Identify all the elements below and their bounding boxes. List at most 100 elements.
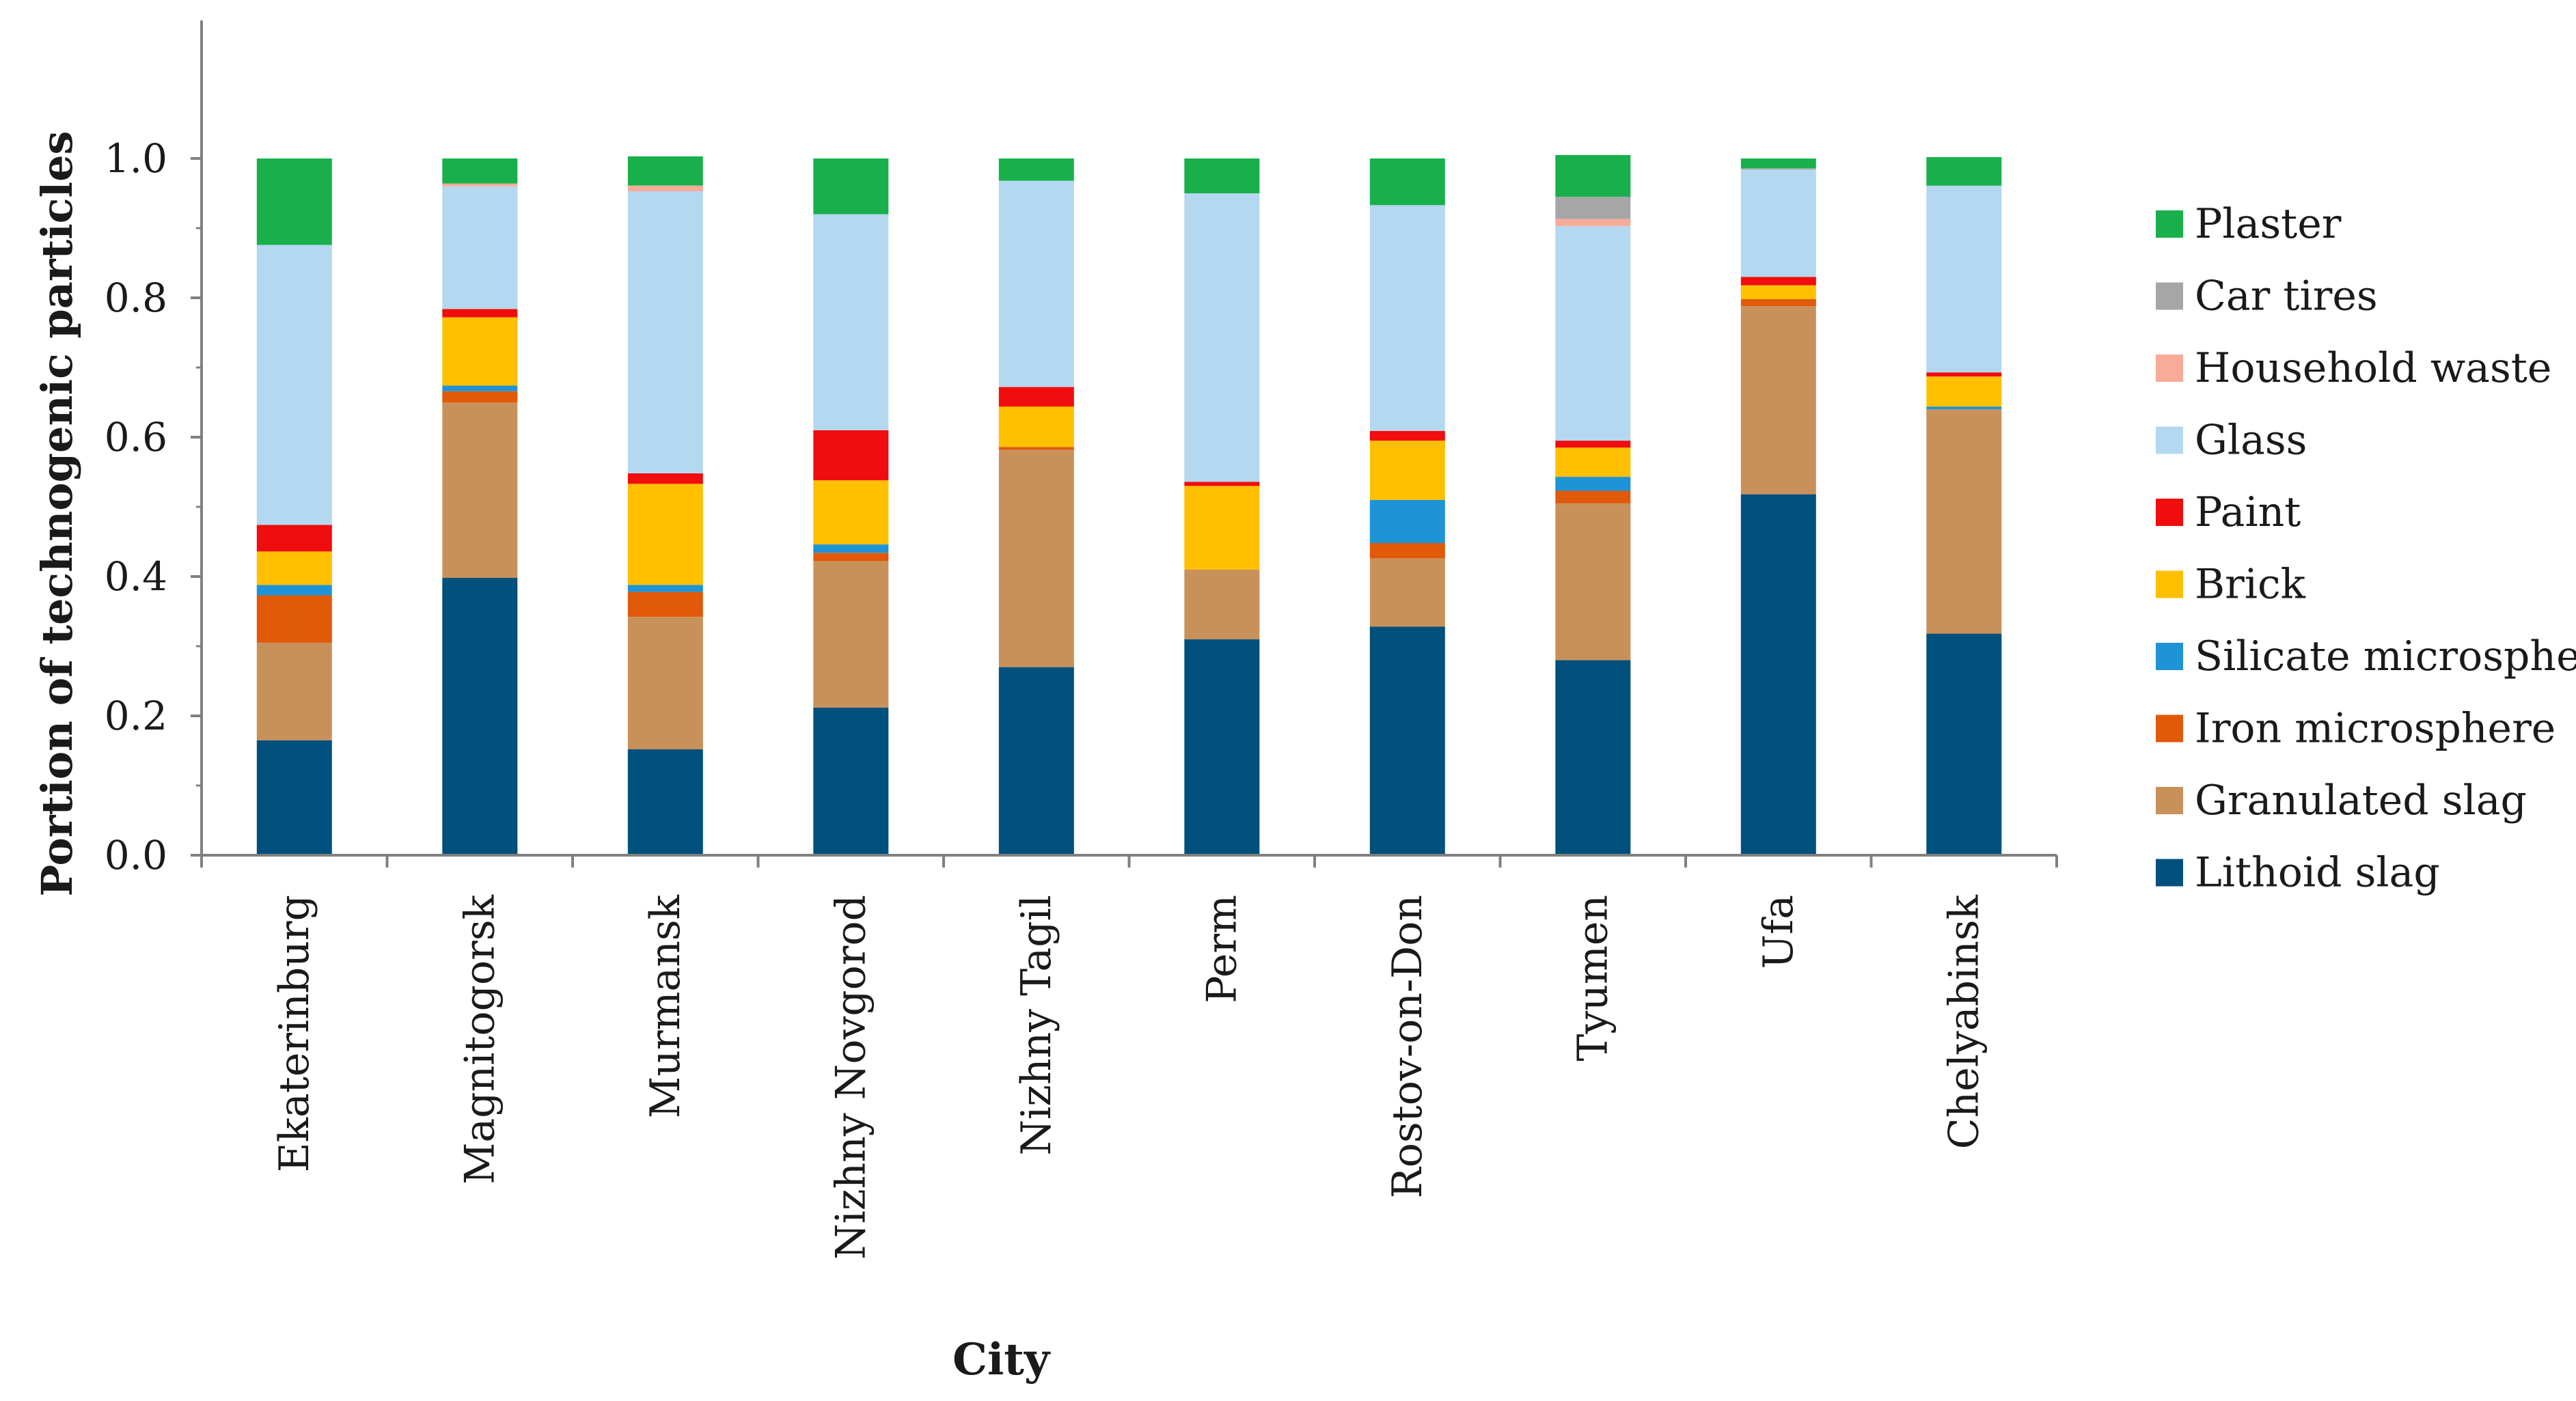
bar-segment-rostov-on-don-iron-microsphere xyxy=(1369,543,1445,559)
bar-segment-ufa-granulated-slag xyxy=(1740,306,1816,495)
legend-swatch xyxy=(2156,859,2183,887)
bar-segment-perm-lithoid-slag xyxy=(1184,639,1260,855)
bar-segment-murmansk-silicate-microsphere xyxy=(627,585,703,592)
bar-segment-rostov-on-don-granulated-slag xyxy=(1369,558,1445,627)
bar-segment-ekaterinburg-paint xyxy=(256,525,332,552)
bar-segment-tyumen-silicate-microsphere xyxy=(1555,477,1631,491)
y-tick-label: 0.4 xyxy=(105,553,167,600)
bar-segment-ekaterinburg-silicate-microsphere xyxy=(256,585,332,596)
x-category-labels: Ekaterinburg Magnitogorsk Murmansk Nizhny N… xyxy=(271,894,1988,1259)
bar-segment-nizhny-tagil-iron-microsphere xyxy=(998,447,1074,450)
bar-segment-tyumen-lithoid-slag xyxy=(1555,660,1631,855)
bar-segment-chelyabinsk-granulated-slag xyxy=(1926,409,2002,634)
y-tick-label: 1.0 xyxy=(105,135,167,182)
bar-segment-nizhny-novgorod-brick xyxy=(813,480,889,544)
bar-segment-chelyabinsk-silicate-microsphere xyxy=(1926,406,2002,410)
legend-swatch xyxy=(2156,570,2183,598)
legend-label: Iron microsphere xyxy=(2195,705,2556,753)
bar-segment-magnitogorsk-iron-microsphere xyxy=(442,391,518,402)
bar-segment-ekaterinburg-lithoid-slag xyxy=(256,740,332,855)
legend-label: Silicate microsphere xyxy=(2195,633,2576,680)
bar-segment-tyumen-glass xyxy=(1555,225,1631,441)
bar-segment-chelyabinsk-brick xyxy=(1926,376,2002,407)
x-category-label: Chelyabinsk xyxy=(1940,894,1988,1149)
bar-segment-ufa-car-tires xyxy=(1740,168,1816,170)
x-category-label: Perm xyxy=(1198,895,1246,1003)
legend-swatch xyxy=(2156,210,2183,238)
bar-segment-murmansk-plaster xyxy=(627,156,703,186)
bar-segment-perm-plaster xyxy=(1184,158,1260,193)
bar-segment-murmansk-paint xyxy=(627,473,703,484)
bar-segment-perm-glass xyxy=(1184,193,1260,482)
bar-segment-magnitogorsk-glass xyxy=(442,186,518,309)
bar-segment-nizhny-tagil-plaster xyxy=(998,158,1074,181)
x-category-label: Nizhny Tagil xyxy=(1013,895,1060,1155)
legend-swatch xyxy=(2156,499,2183,526)
bar-segment-tyumen-car-tires xyxy=(1555,197,1631,219)
bar-segment-tyumen-iron-microsphere xyxy=(1555,490,1631,503)
bar-segment-perm-paint xyxy=(1184,482,1260,486)
x-category-label: Magnitogorsk xyxy=(456,894,504,1184)
bar-segment-magnitogorsk-household-waste xyxy=(442,183,518,186)
bar-segment-ufa-lithoid-slag xyxy=(1740,494,1816,855)
bar-segment-ufa-iron-microsphere xyxy=(1740,299,1816,307)
bar-segment-nizhny-novgorod-silicate-microsphere xyxy=(813,544,889,553)
bar-segment-nizhny-tagil-lithoid-slag xyxy=(998,667,1074,855)
bar-segment-nizhny-novgorod-plaster xyxy=(813,158,889,214)
legend-label: Car tires xyxy=(2195,273,2378,320)
y-tick-label: 0.2 xyxy=(105,693,167,739)
bar-segment-ekaterinburg-granulated-slag xyxy=(256,642,332,740)
y-tick-label: 0.6 xyxy=(105,414,167,460)
bar-segment-murmansk-brick xyxy=(627,484,703,585)
bar-segment-ekaterinburg-brick xyxy=(256,551,332,585)
bar-segment-murmansk-glass xyxy=(627,191,703,473)
bar-segment-ufa-plaster xyxy=(1740,158,1816,169)
bar-segment-rostov-on-don-glass xyxy=(1369,205,1445,431)
legend: Plaster Car tires Household waste Glass Pain… xyxy=(2156,200,2576,897)
bar-segment-ekaterinburg-glass xyxy=(256,245,332,525)
legend-label: Plaster xyxy=(2195,200,2342,248)
x-category-label: Tyumen xyxy=(1569,895,1617,1062)
bar-segment-tyumen-brick xyxy=(1555,447,1631,477)
bar-segment-tyumen-paint xyxy=(1555,441,1631,448)
bar-segment-chelyabinsk-glass xyxy=(1926,185,2002,373)
bar-segment-rostov-on-don-brick xyxy=(1369,441,1445,500)
legend-label: Granulated slag xyxy=(2195,777,2527,824)
legend-label: Paint xyxy=(2195,488,2301,536)
x-category-label: Ekaterinburg xyxy=(271,895,318,1172)
x-category-label: Rostov-on-Don xyxy=(1384,895,1431,1198)
bar-segment-perm-granulated-slag xyxy=(1184,569,1260,639)
legend-swatch xyxy=(2156,643,2183,670)
axes-layer xyxy=(191,20,2058,868)
bar-segment-ufa-paint xyxy=(1740,277,1816,286)
legend-label: Lithoid slag xyxy=(2195,849,2440,897)
bar-segment-magnitogorsk-silicate-microsphere xyxy=(442,385,518,391)
bar-segment-magnitogorsk-granulated-slag xyxy=(442,402,518,578)
x-category-label: Murmansk xyxy=(642,894,689,1118)
bar-segment-tyumen-plaster xyxy=(1555,154,1631,197)
x-category-label: Ufa xyxy=(1755,895,1803,969)
bar-segment-nizhny-novgorod-glass xyxy=(813,214,889,430)
legend-label: Glass xyxy=(2195,417,2307,464)
bar-segment-nizhny-tagil-glass xyxy=(998,180,1074,387)
bar-segment-rostov-on-don-lithoid-slag xyxy=(1369,626,1445,855)
x-category-label: Nizhny Novgorod xyxy=(827,895,875,1260)
bar-segment-nizhny-novgorod-paint xyxy=(813,430,889,481)
bar-segment-nizhny-tagil-brick xyxy=(998,406,1074,447)
x-axis-title: City xyxy=(953,1334,1051,1385)
y-tick-label: 0.0 xyxy=(105,832,167,878)
bar-segment-ekaterinburg-iron-microsphere xyxy=(256,595,332,643)
bar-segment-ekaterinburg-plaster xyxy=(256,158,332,245)
bar-segment-nizhny-novgorod-granulated-slag xyxy=(813,561,889,708)
bar-segment-murmansk-iron-microsphere xyxy=(627,592,703,618)
bar-segment-chelyabinsk-paint xyxy=(1926,372,2002,377)
legend-swatch xyxy=(2156,715,2183,743)
legend-swatch xyxy=(2156,426,2183,454)
bar-segment-chelyabinsk-plaster xyxy=(1926,157,2002,186)
bar-segment-ufa-brick xyxy=(1740,285,1816,299)
bar-segment-rostov-on-don-silicate-microsphere xyxy=(1369,499,1445,543)
bar-segment-nizhny-novgorod-iron-microsphere xyxy=(813,553,889,561)
bar-segment-murmansk-lithoid-slag xyxy=(627,749,703,855)
legend-label: Household waste xyxy=(2195,344,2551,392)
